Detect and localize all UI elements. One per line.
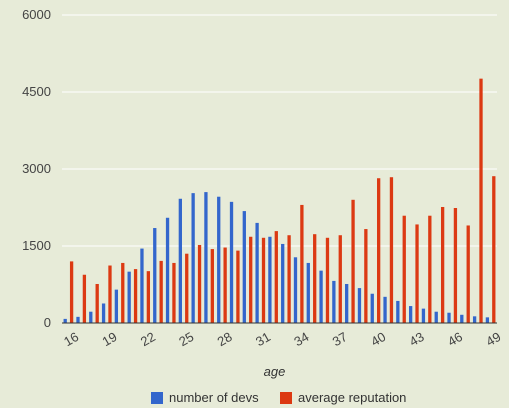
- y-axis-ticks: 0 1500 3000 4500 6000: [22, 7, 51, 330]
- bar-number-of-devs: [306, 262, 310, 323]
- legend: number of devs average reputation: [151, 390, 406, 405]
- bar-number-of-devs: [242, 211, 246, 323]
- legend-label: number of devs: [169, 390, 259, 405]
- bar-average-reputation: [351, 199, 355, 323]
- bar-average-reputation: [172, 262, 176, 323]
- x-tick-label: 25: [176, 329, 196, 349]
- x-axis-label: age: [264, 364, 286, 379]
- x-tick-label: 28: [215, 329, 235, 349]
- bar-number-of-devs: [101, 303, 106, 323]
- bar-average-reputation: [313, 234, 317, 323]
- bar-average-reputation: [466, 225, 470, 323]
- x-tick-label: 19: [100, 329, 120, 349]
- x-tick-label: 43: [407, 329, 427, 349]
- bar-number-of-devs: [460, 314, 464, 323]
- bar-average-reputation: [377, 178, 381, 323]
- bar-number-of-devs: [89, 311, 93, 323]
- x-tick-label: 22: [138, 329, 158, 349]
- bar-average-reputation: [453, 208, 458, 323]
- bar-average-reputation: [108, 265, 112, 323]
- x-tick-label: 46: [445, 329, 465, 349]
- bar-number-of-devs: [434, 311, 438, 323]
- legend-swatch: [280, 392, 292, 404]
- bar-number-of-devs: [268, 236, 272, 323]
- bar-average-reputation: [197, 244, 202, 323]
- x-tick-label: 49: [483, 329, 503, 349]
- bar-average-reputation: [210, 249, 214, 323]
- bar-average-reputation: [338, 235, 342, 323]
- bar-number-of-devs: [153, 228, 157, 323]
- bar-number-of-devs: [447, 312, 451, 323]
- x-tick-label: 37: [330, 329, 350, 349]
- bar-number-of-devs: [408, 306, 413, 323]
- bar-average-reputation: [249, 236, 253, 323]
- bar-number-of-devs: [114, 289, 119, 323]
- bar-number-of-devs: [204, 192, 208, 323]
- bar-number-of-devs: [472, 316, 477, 323]
- bar-number-of-devs: [229, 201, 234, 323]
- bar-average-reputation: [159, 260, 163, 323]
- bar-average-reputation: [479, 78, 483, 324]
- legend-swatch: [151, 392, 163, 404]
- bar-number-of-devs: [165, 217, 170, 323]
- bar-average-reputation: [440, 206, 445, 323]
- bar-number-of-devs: [63, 318, 67, 323]
- bars: [63, 78, 496, 324]
- bar-average-reputation: [389, 177, 394, 323]
- bar-number-of-devs: [255, 222, 259, 323]
- bar-average-reputation: [69, 261, 74, 323]
- y-tick-label: 3000: [22, 161, 51, 176]
- bar-number-of-devs: [293, 257, 298, 323]
- x-tick-label: 31: [253, 329, 273, 349]
- bar-average-reputation: [274, 231, 278, 323]
- bar-average-reputation: [300, 204, 304, 323]
- bar-average-reputation: [325, 237, 330, 323]
- x-tick-label: 40: [368, 329, 388, 349]
- bar-number-of-devs: [383, 296, 387, 323]
- bar-average-reputation: [146, 271, 151, 323]
- bar-average-reputation: [133, 269, 138, 323]
- x-tick-label: 34: [291, 329, 311, 349]
- bar-number-of-devs: [217, 196, 221, 323]
- bar-number-of-devs: [396, 300, 400, 323]
- bar-average-reputation: [236, 250, 240, 323]
- bar-number-of-devs: [191, 193, 195, 323]
- y-tick-label: 6000: [22, 7, 51, 22]
- bar-average-reputation: [223, 247, 227, 323]
- bar-number-of-devs: [421, 308, 426, 323]
- y-tick-label: 4500: [22, 84, 51, 99]
- y-tick-label: 1500: [22, 238, 51, 253]
- bar-average-reputation: [402, 215, 406, 323]
- bar-number-of-devs: [357, 288, 362, 323]
- legend-label: average reputation: [298, 390, 406, 405]
- bar-average-reputation: [261, 237, 266, 323]
- x-axis-ticks: 16 19 22 25 28 31 34 37 40 43 46 49: [61, 329, 503, 349]
- bar-average-reputation: [185, 253, 189, 323]
- y-tick-label: 0: [44, 315, 51, 330]
- bar-average-reputation: [82, 274, 87, 323]
- bar-average-reputation: [415, 224, 419, 323]
- bar-average-reputation: [287, 235, 291, 323]
- bar-average-reputation: [95, 283, 99, 323]
- bar-average-reputation: [364, 229, 368, 323]
- bar-average-reputation: [492, 176, 496, 323]
- bar-number-of-devs: [319, 270, 323, 323]
- bar-average-reputation: [121, 262, 125, 323]
- bar-number-of-devs: [345, 283, 349, 323]
- x-tick-label: 16: [61, 329, 81, 349]
- bar-number-of-devs: [485, 317, 490, 323]
- bar-number-of-devs: [140, 248, 144, 323]
- bar-number-of-devs: [332, 280, 336, 323]
- bar-number-of-devs: [76, 316, 80, 323]
- bar-number-of-devs: [178, 198, 182, 323]
- gridlines: [62, 14, 497, 247]
- bar-number-of-devs: [127, 271, 131, 323]
- bar-average-reputation: [428, 215, 432, 323]
- bar-number-of-devs: [281, 243, 285, 323]
- bar-number-of-devs: [370, 293, 374, 323]
